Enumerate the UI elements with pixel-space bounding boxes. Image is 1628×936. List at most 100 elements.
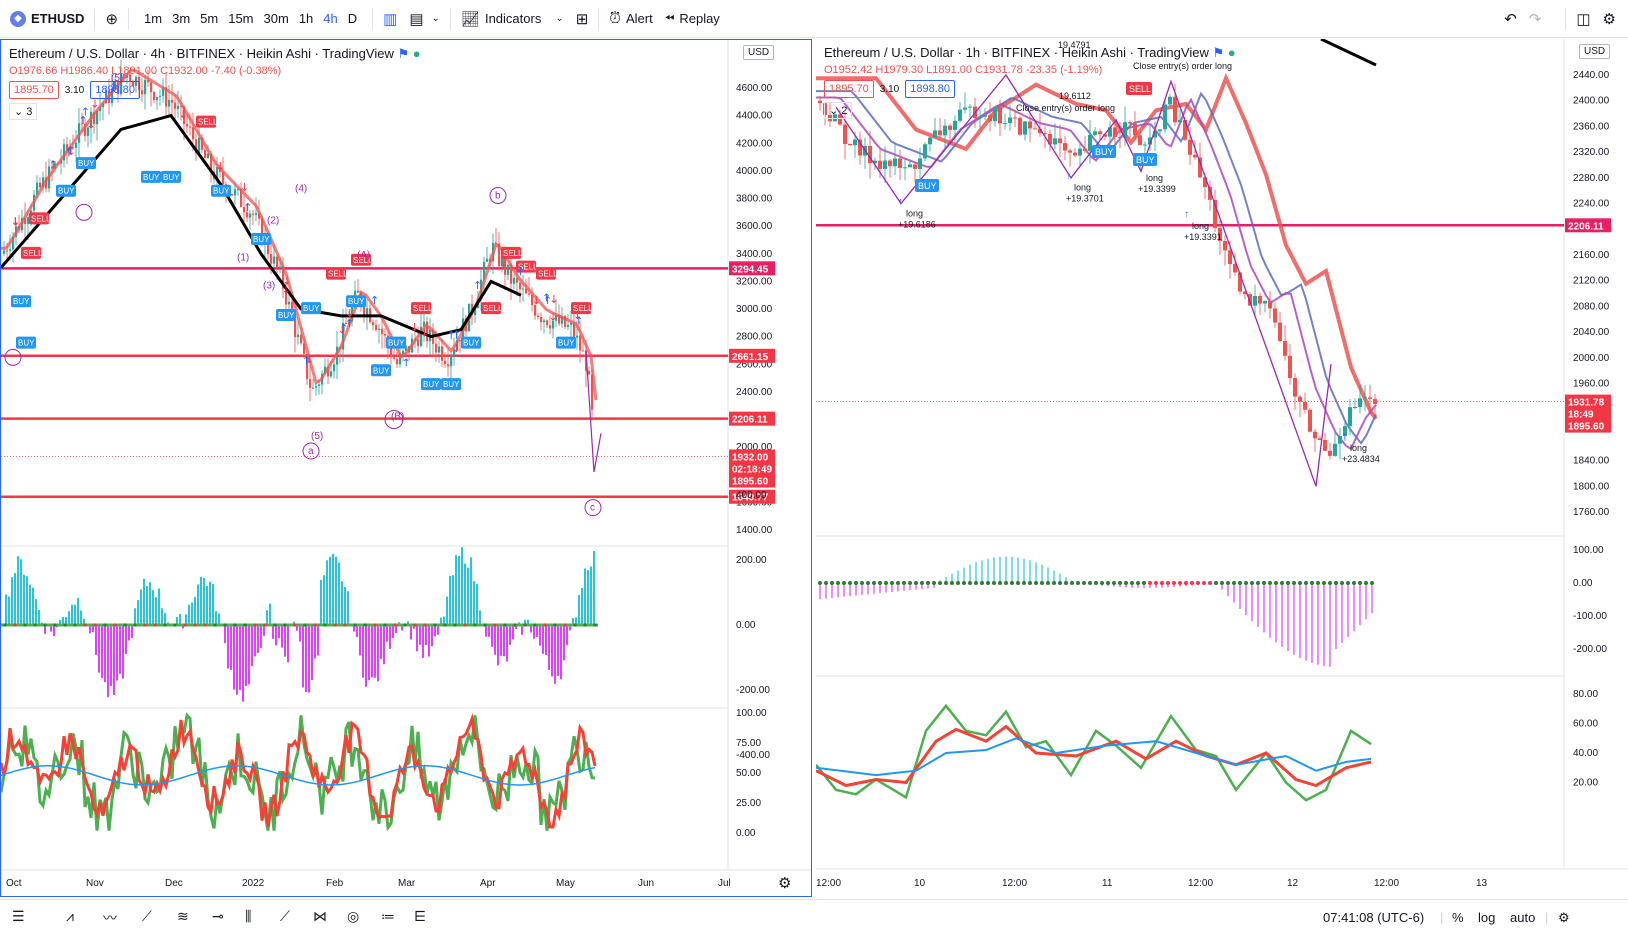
auto-toggle[interactable]: auto	[1510, 910, 1536, 925]
candle-body	[327, 366, 330, 377]
candle-body	[1078, 148, 1082, 156]
gear-icon[interactable]: ⚙	[778, 875, 792, 892]
log-toggle[interactable]: log	[1478, 910, 1496, 925]
osc-state-dot	[443, 623, 447, 627]
interval-15m[interactable]: 15m	[228, 11, 254, 26]
layout-button[interactable]: ◫	[1570, 0, 1596, 38]
down-arrow-icon: ↓	[281, 283, 290, 296]
osc-state-dot	[854, 581, 858, 585]
left-sell-price-button[interactable]: 1895.70	[9, 81, 59, 99]
drawing-lines-icon[interactable]: ☰	[12, 908, 25, 924]
left-legend: Ethereum / U.S. Dollar · 4h · BITFINEX ·…	[9, 46, 421, 120]
bar-style-button[interactable]: ▥	[377, 0, 403, 38]
trade-profit-label: +19.3399	[1138, 184, 1176, 194]
interval-4h[interactable]: 4h	[323, 11, 338, 26]
ethereum-icon: ◆	[10, 10, 26, 27]
osc-state-dot	[23, 623, 27, 627]
compare-button[interactable]: ⊕	[99, 0, 124, 38]
candle-body	[1128, 122, 1132, 124]
interval-1m[interactable]: 1m	[144, 11, 163, 26]
right-sell-price-button[interactable]: 1895.70	[824, 80, 874, 98]
pattern-icon[interactable]: ⋈	[313, 908, 327, 924]
candle-body	[417, 339, 420, 346]
down-arrow-icon: ↓	[410, 321, 419, 334]
osc-state-dot	[1250, 581, 1254, 585]
osc-state-dot	[860, 581, 864, 585]
left-chart-canvas[interactable]: 4600.00 4400.00 4200.00 4000.00 3800.00 3600.…	[1, 40, 811, 896]
candle-body	[1198, 157, 1202, 178]
candle-body	[1133, 123, 1137, 136]
left-buy-price-button[interactable]: 1898.80	[90, 81, 140, 99]
vertical-lines-icon[interactable]: ⫼	[245, 908, 252, 924]
buy-signal-bg	[421, 378, 441, 391]
symbol-search[interactable]: ◆ ETHUSD	[0, 0, 90, 38]
right-chart-canvas[interactable]: 2440.00 2400.00 2360.00 2320.00 2280.00 2240.…	[816, 39, 1628, 895]
candle-body	[1103, 134, 1107, 137]
left-currency-select[interactable]: USD	[743, 45, 775, 60]
candle-body	[420, 326, 423, 346]
top-value-label: 19.4791	[1058, 40, 1091, 50]
right-time-axis[interactable]: 12:00 10 12:00 11 12:00 12 12:00 13	[816, 870, 1628, 898]
candle-body	[893, 158, 897, 167]
horizontal-ray-icon[interactable]: ⊸	[212, 908, 224, 924]
trade-label: long	[906, 208, 923, 218]
osc-state-dot	[503, 623, 507, 627]
buy-signal-bg	[386, 336, 406, 349]
trend-line-icon[interactable]: ⟋	[142, 908, 152, 924]
interval-1h[interactable]: 1h	[298, 11, 314, 26]
right-currency-select[interactable]: USD	[1579, 44, 1611, 59]
price-tick-label: 2800.00	[736, 332, 773, 343]
ray-icon[interactable]: ⟋	[280, 908, 290, 924]
heikin-ashi-button[interactable]: ▤ ⌄	[403, 0, 446, 38]
sell-signal-bg	[351, 253, 371, 266]
left-chart-pane[interactable]: 4600.00 4400.00 4200.00 4000.00 3800.00 3600.…	[0, 39, 812, 897]
redo-button[interactable]: ↷	[1523, 0, 1548, 38]
fib-circle-icon[interactable]: ◎	[347, 908, 360, 924]
replay-button[interactable]: ⏪︎ Replay	[659, 0, 726, 38]
interval-3m[interactable]: 3m	[172, 11, 191, 26]
candle-body	[531, 294, 534, 306]
candle-body	[918, 158, 922, 169]
abc-pattern-icon[interactable]: ⩘	[66, 908, 74, 924]
undo-button[interactable]: ↶	[1498, 0, 1523, 38]
divider	[1565, 7, 1567, 30]
clock-time[interactable]: 07:41:08 (UTC-6)	[1323, 910, 1425, 925]
level-price-tag-bg	[729, 261, 775, 276]
buy-signal-label: BUY	[1095, 147, 1114, 157]
bid-price-tag: 1895.60	[1568, 422, 1605, 433]
osc-state-dot	[83, 623, 87, 627]
alert-button[interactable]: ⏰︎ Alert	[603, 0, 658, 38]
right-collapse-indicators[interactable]: ⌄ 2	[824, 102, 853, 119]
right-buy-price-button[interactable]: 1898.80	[905, 80, 955, 98]
percent-toggle[interactable]: %	[1452, 910, 1464, 925]
templates-button[interactable]: ⊞	[570, 0, 595, 38]
interval-30m[interactable]: 30m	[263, 11, 289, 26]
osc-state-dot	[1238, 581, 1242, 585]
status-dot-icon: ●	[1227, 45, 1236, 60]
left-collapse-indicators[interactable]: ⌄ 3	[9, 103, 38, 120]
buy-signal-label: BUY	[443, 380, 460, 389]
chevron-down-icon: ⌄	[555, 13, 564, 24]
channel-icon[interactable]: ≋	[177, 908, 189, 924]
settings-button[interactable]: ⚙	[1597, 0, 1628, 38]
up-arrow-icon: ↑	[898, 196, 903, 207]
fib-levels-icon[interactable]: ≔	[381, 908, 395, 924]
candle-body	[516, 277, 519, 283]
osc-state-dot	[980, 581, 984, 585]
left-title: Ethereum / U.S. Dollar · 4h · BITFINEX ·…	[9, 46, 394, 61]
candle-body	[309, 379, 312, 388]
interval-D[interactable]: D	[347, 11, 358, 26]
elliott-wave-icon[interactable]: 〰	[103, 910, 117, 926]
trade-profit-label: +19.3391	[1184, 232, 1222, 242]
candle-body	[873, 160, 877, 164]
right-chart-pane[interactable]: 2440.00 2400.00 2360.00 2320.00 2280.00 2240.…	[816, 39, 1628, 897]
up-arrow-icon: ↑	[543, 294, 552, 307]
osc-state-dot	[553, 623, 557, 627]
indicators-button[interactable]: 📈︎ Indicators ⌄	[455, 0, 570, 38]
interval-5m[interactable]: 5m	[200, 11, 219, 26]
chart-settings-gear-icon[interactable]: ⚙	[1558, 910, 1570, 925]
left-time-axis[interactable]: ⚙ Oct Nov Dec 2022 Feb Mar Apr May Jun Jul	[0, 870, 812, 898]
osc-state-dot	[1034, 581, 1038, 585]
fib-channel-icon[interactable]: ⋿	[414, 908, 427, 924]
candle-body	[1363, 397, 1367, 399]
